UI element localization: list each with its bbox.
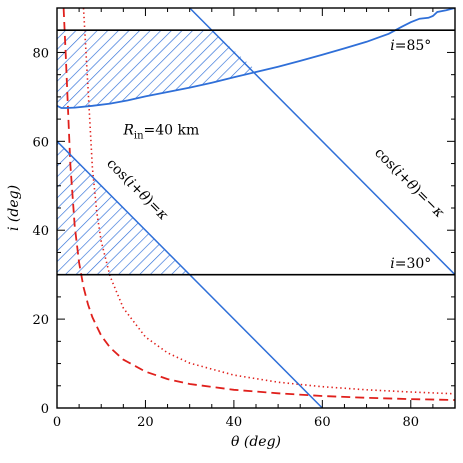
label-rin: Rin=40 km (122, 123, 199, 142)
x-tick-label: 20 (137, 415, 154, 430)
x-axis-label: θ (deg) (231, 434, 281, 450)
red-dashed-curve (62, 8, 455, 401)
axis-ticks: 0 20 40 60 80 0 20 40 60 80 (32, 7, 456, 430)
label-i85: i=85° (390, 38, 431, 54)
x-tick-label: 0 (53, 415, 61, 430)
y-tick-label: 40 (32, 224, 49, 239)
label-cos-minus-kappa: cos(i+θ)=−κ (371, 145, 447, 221)
x-tick-label: 80 (403, 415, 420, 430)
y-tick-label: 80 (32, 46, 49, 61)
hatched-regions (57, 30, 258, 275)
hatched-region-upper (57, 30, 258, 109)
y-tick-label: 20 (32, 313, 49, 328)
label-i30: i=30° (390, 256, 431, 272)
y-tick-label: 60 (32, 135, 49, 150)
y-axis-label: i (deg) (6, 185, 22, 231)
x-tick-label: 40 (226, 415, 243, 430)
x-tick-label: 60 (314, 415, 331, 430)
y-tick-label: 0 (41, 402, 49, 417)
blue-line-cos-minus-kappa (189, 8, 455, 276)
curves (57, 8, 455, 408)
rin-curve (57, 8, 455, 109)
